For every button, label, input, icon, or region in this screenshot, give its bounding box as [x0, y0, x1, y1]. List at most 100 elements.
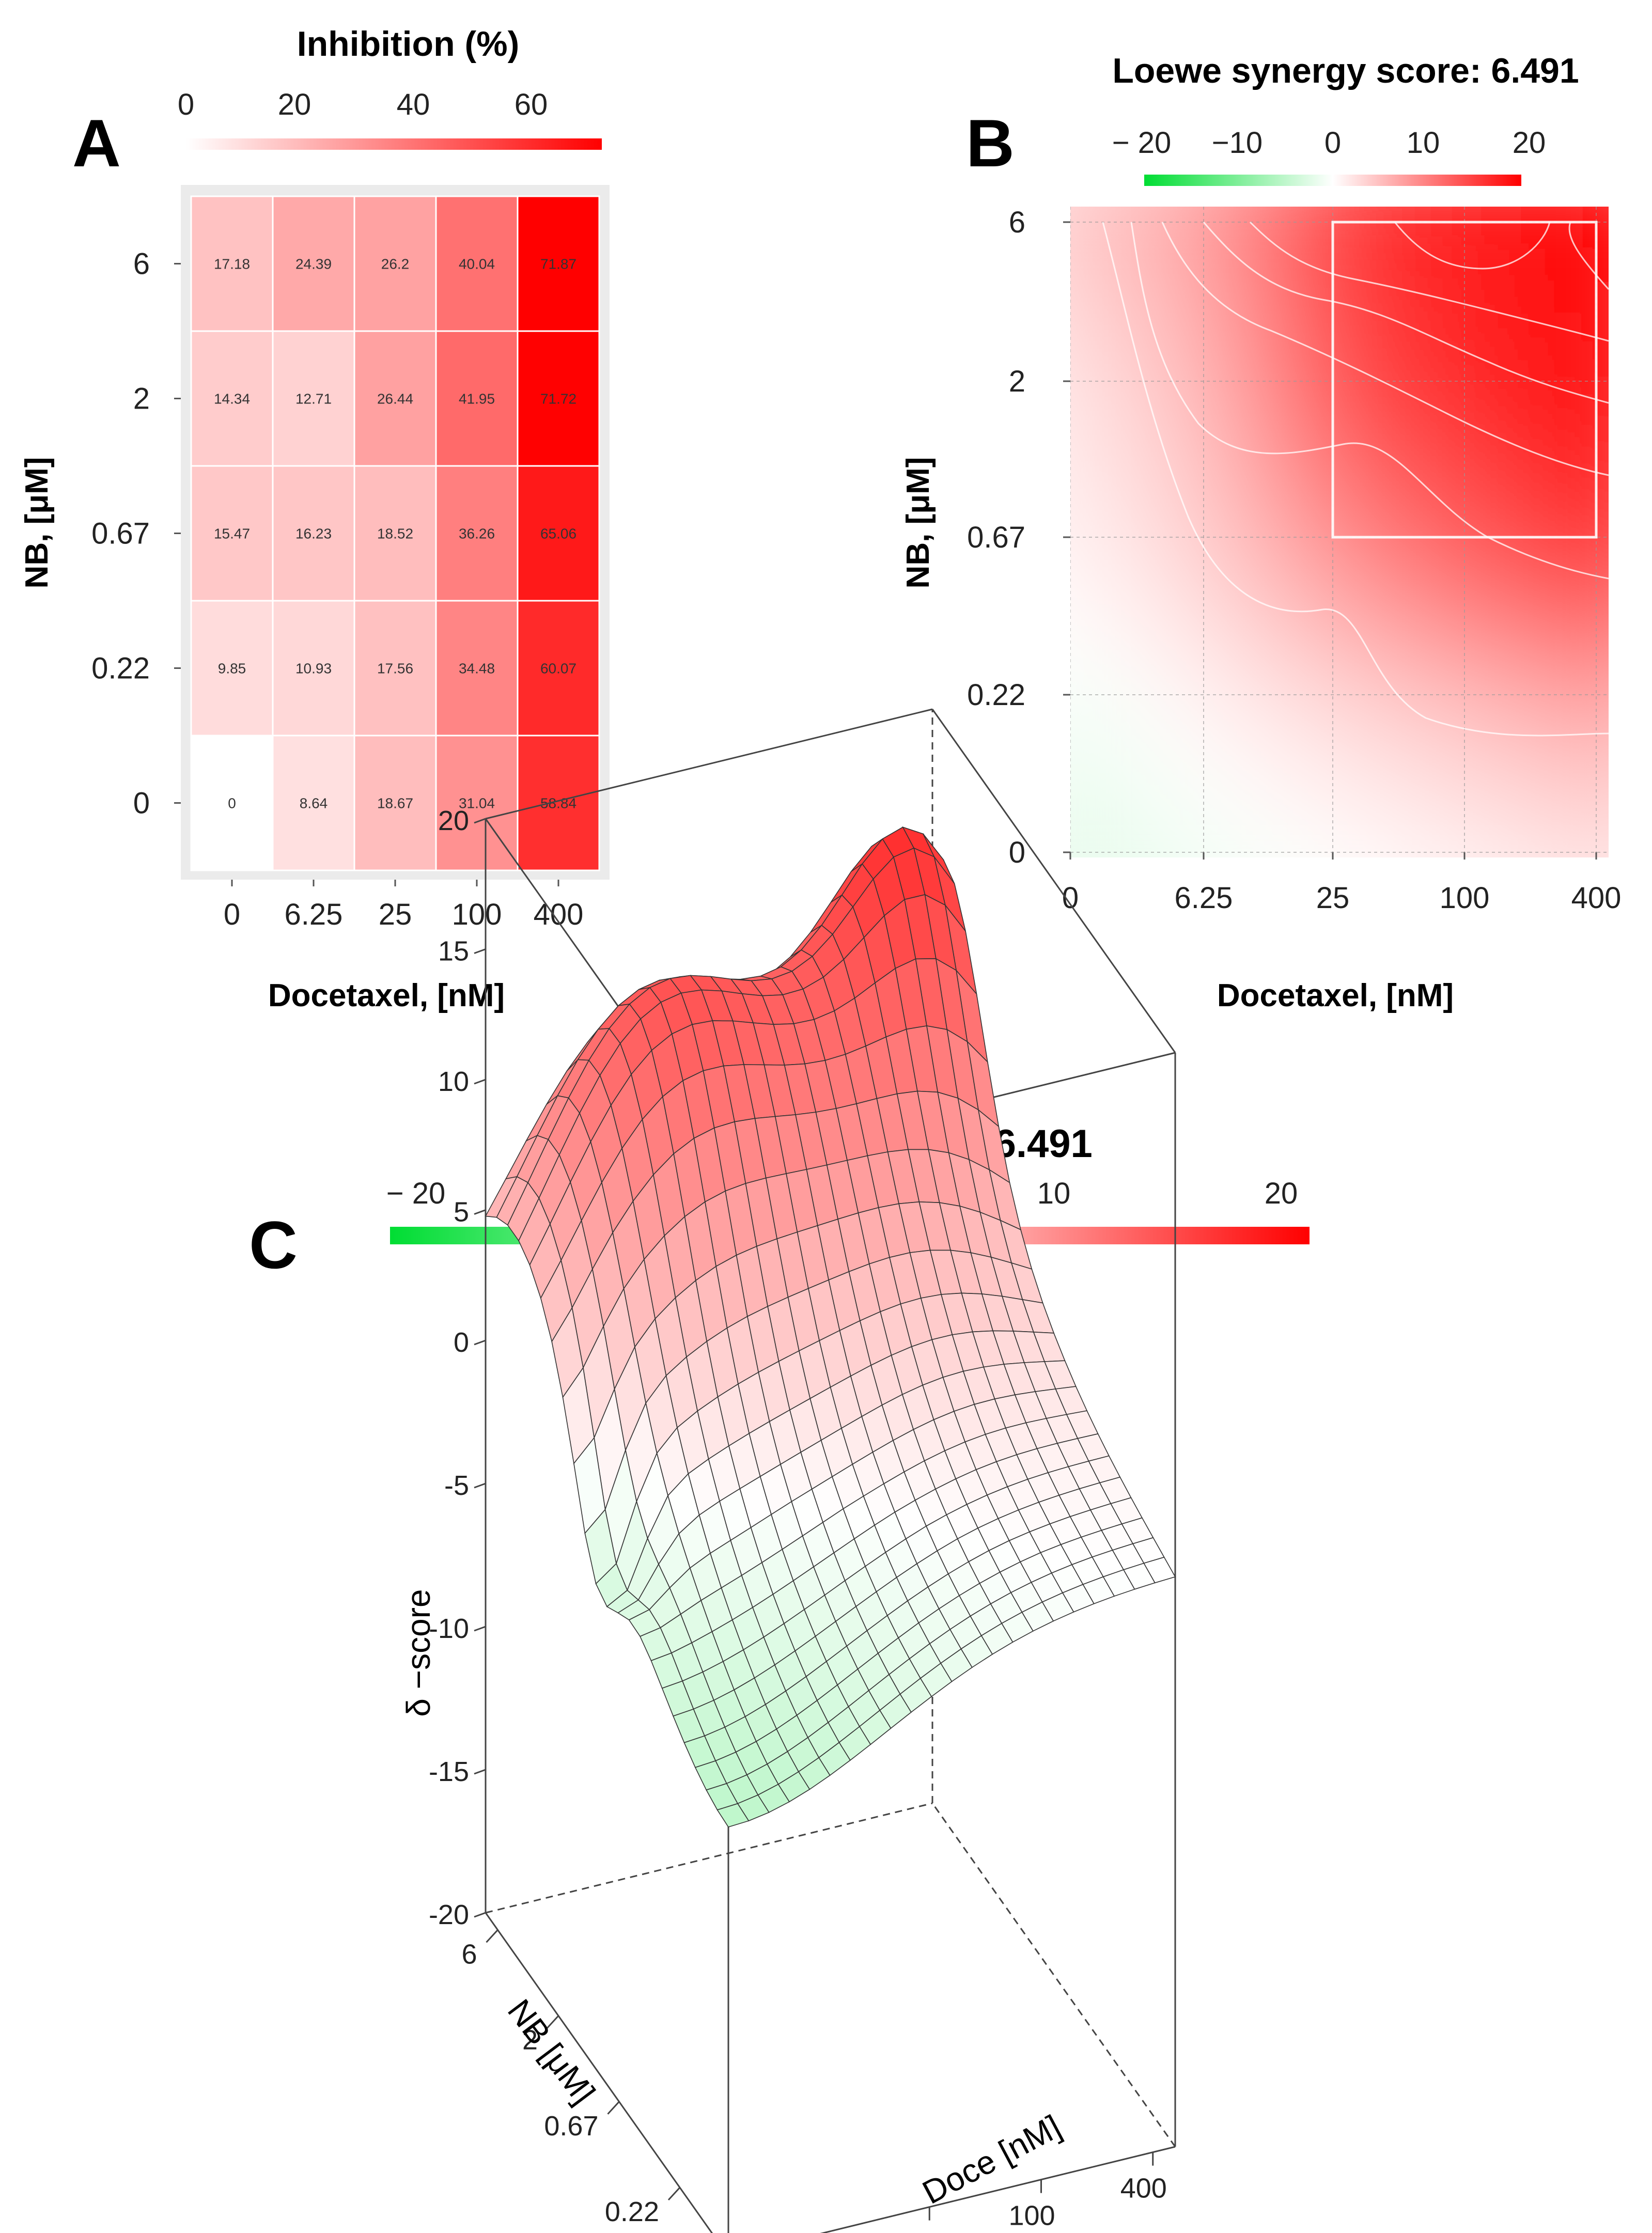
contour-b-field-cell	[1079, 877, 1112, 911]
contour-b-field-cell	[1070, 613, 1079, 646]
panel-b-label: B	[966, 105, 1015, 181]
contour-b-field-cell	[1178, 844, 1211, 857]
contour-b-field-cell	[1575, 282, 1608, 316]
contour-b-field-cell	[1442, 679, 1476, 712]
contour-b-field-cell	[1012, 877, 1046, 911]
heatmap-a-cell-label: 36.26	[459, 526, 495, 542]
heatmap-a-x-axis-title: Docetaxel, [nM]	[268, 978, 505, 1013]
contour-b-field-cell	[1244, 910, 1277, 944]
contour-b-field-cell	[1475, 745, 1509, 778]
contour-b-field-cell	[1178, 480, 1211, 514]
contour-b-field-cell	[1475, 844, 1509, 857]
contour-b-y-axis-title: NB, [μM]	[900, 457, 936, 589]
contour-b-field-cell	[1070, 447, 1079, 481]
contour-b-field-cell	[1409, 910, 1443, 944]
heatmap-a-cell	[435, 465, 519, 602]
contour-b-field-cell	[1376, 348, 1410, 382]
contour-b-field-cell	[1178, 910, 1211, 944]
heatmap-a-legend-title: Inhibition (%)	[297, 24, 520, 64]
contour-b-field-cell	[1541, 811, 1575, 845]
contour-b-field-cell	[1112, 646, 1145, 679]
contour-b-field-cell	[1508, 844, 1542, 857]
surface-c-legend-tick: 20	[1265, 1177, 1298, 1210]
contour-b-field-cell	[1112, 679, 1145, 712]
surface-c-y-tick-mark	[546, 2015, 559, 2029]
contour-b-field-cell	[1641, 315, 1652, 349]
contour-b-field-cell	[1211, 480, 1244, 514]
contour-b-field-cell	[1112, 315, 1145, 349]
contour-b-field-cell	[1070, 679, 1079, 712]
contour-b-field-cell	[1343, 282, 1377, 316]
contour-b-isoline	[1203, 222, 1609, 404]
contour-b-field-cell	[1079, 348, 1112, 382]
heatmap-a-cell-label: 9.85	[218, 661, 246, 677]
heatmap-a-cell	[435, 330, 519, 467]
contour-b-field-cell	[1112, 348, 1145, 382]
contour-b-field-cell	[1475, 778, 1509, 811]
contour-b-field-cell	[1178, 679, 1211, 712]
contour-b-field-cell	[1178, 646, 1211, 679]
surface-c-z-tick-label: 15	[438, 936, 469, 967]
heatmap-a-x-tick-label: 400	[534, 898, 584, 931]
contour-b-field-cell	[1641, 877, 1652, 911]
contour-b-field-cell	[1343, 414, 1377, 448]
contour-b-field-cell	[1310, 348, 1344, 382]
contour-b-field-cell	[1508, 447, 1542, 481]
contour-b-field-cell	[1310, 613, 1344, 646]
contour-b-field-cell	[1475, 679, 1509, 712]
contour-b-field-cell	[1442, 207, 1476, 216]
contour-b-field-cell	[1541, 580, 1575, 613]
contour-b-field-cell	[1244, 513, 1277, 547]
contour-b-y-tick-label: 6	[1009, 206, 1025, 239]
heatmap-a-cell-label: 71.72	[540, 391, 576, 407]
contour-b-field-cell	[1343, 745, 1377, 778]
heatmap-a-cell-label: 31.04	[459, 795, 495, 811]
contour-b-field-cell	[1079, 778, 1112, 811]
heatmap-a-x-tick-label: 25	[379, 898, 412, 931]
surface-c-y-tick-label: 0.67	[544, 2111, 598, 2142]
contour-b-field-cell	[1376, 745, 1410, 778]
contour-b-x-tick-label: 100	[1440, 881, 1490, 915]
contour-b-field-cell	[1508, 381, 1542, 415]
surface-c-y-tick-label: 2	[522, 2025, 538, 2056]
contour-b-field-cell	[1475, 811, 1509, 845]
contour-b-field-cell	[1277, 745, 1311, 778]
contour-b-field-cell	[1343, 646, 1377, 679]
contour-b-x-tick-label: 6.25	[1175, 881, 1233, 915]
contour-b-field-cell	[1178, 580, 1211, 613]
contour-b-field-cell	[1012, 712, 1046, 745]
contour-b-field-cell	[1211, 381, 1244, 415]
contour-b-field-cell	[1112, 580, 1145, 613]
contour-b-field-cell	[1079, 282, 1112, 316]
contour-b-field-cell	[1211, 679, 1244, 712]
contour-b-field-cell	[1376, 513, 1410, 547]
contour-b-field-cell	[1475, 546, 1509, 580]
contour-b-field-cell	[1046, 910, 1079, 944]
contour-b-field-cell	[1442, 315, 1476, 349]
contour-b-field-cell	[1244, 546, 1277, 580]
contour-b-field-cell	[1112, 282, 1145, 316]
contour-b-field-cell	[1508, 910, 1542, 944]
contour-b-field-cell	[1575, 315, 1608, 349]
contour-b-field-cell	[1079, 480, 1112, 514]
contour-b-field-cell	[1608, 712, 1609, 745]
contour-b-field-cell	[1145, 910, 1178, 944]
contour-b-field-cell	[1575, 447, 1608, 481]
contour-b-field-cell	[1277, 414, 1311, 448]
contour-b-field-cell	[1608, 646, 1609, 679]
heatmap-a-cell-label: 26.44	[377, 391, 413, 407]
contour-b-field-cell	[1145, 712, 1178, 745]
contour-b-field-cell	[1409, 580, 1443, 613]
heatmap-a-cell	[517, 735, 600, 871]
contour-b-field-cell	[1541, 546, 1575, 580]
contour-b-field-cell	[1641, 613, 1652, 646]
heatmap-a-cell	[353, 330, 437, 467]
contour-b-field-cell	[1112, 414, 1145, 448]
heatmap-a-cell	[353, 600, 437, 737]
contour-b-field-cell	[1277, 811, 1311, 845]
panel-c: C Loewe synergy score: 6.491 − 20−100102…	[249, 708, 1310, 2233]
contour-b-field-cell	[1079, 207, 1112, 216]
contour-b-field-cell	[1211, 216, 1244, 249]
contour-b-field-cell	[1178, 207, 1211, 216]
heatmap-a-y-tick-label: 0.22	[91, 652, 150, 685]
